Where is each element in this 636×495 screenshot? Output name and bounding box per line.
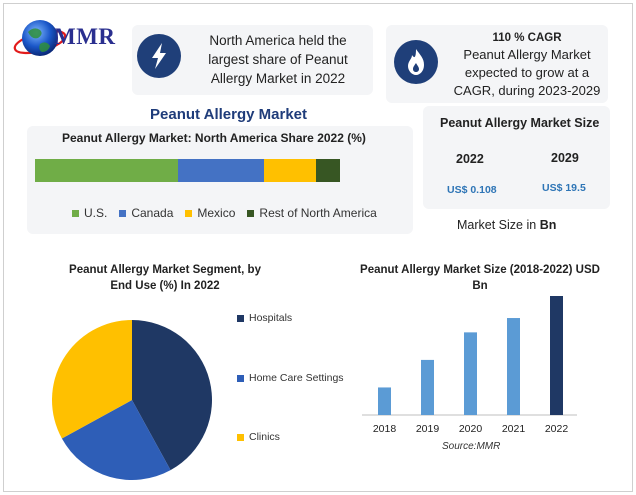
unit-label: Bn xyxy=(539,218,557,232)
highlight-region-text: North America held the largest share of … xyxy=(208,33,348,86)
pie-legend-label: Hospitals xyxy=(249,312,293,324)
pie-legend-swatch xyxy=(237,374,244,382)
market-size-card xyxy=(423,106,610,209)
brand-logo-text: MMR xyxy=(54,24,116,49)
x-tick-label: 2020 xyxy=(459,423,483,434)
pie-legend-label: Home Care Settings xyxy=(249,372,344,384)
share-legend-label: U.S. xyxy=(84,206,108,220)
share-bar-segment xyxy=(35,159,179,182)
bar xyxy=(464,332,477,415)
share-legend-item: U.S. xyxy=(72,206,107,220)
market-size-value-a: US$ 0.108 xyxy=(447,184,497,196)
pie-slice xyxy=(61,400,171,480)
share-legend-label: Canada xyxy=(131,206,174,220)
share-stacked-bar xyxy=(35,159,340,182)
x-tick-label: 2022 xyxy=(545,423,569,434)
pie-slice xyxy=(132,320,213,471)
market-size-year-a: 2022 xyxy=(456,152,484,166)
share-legend: U.S. Canada Mexico Rest of North America xyxy=(72,206,389,220)
market-size-year-b: 2029 xyxy=(551,151,579,165)
bar-chart: 2018 2019 2020 2021 2022 xyxy=(362,296,577,434)
cagr-description: Peanut Allergy Market expected to grow a… xyxy=(453,47,601,98)
market-size-value-b: US$ 19.5 xyxy=(542,182,586,194)
share-legend-swatch xyxy=(119,209,127,217)
bar xyxy=(421,359,434,415)
bar xyxy=(507,318,520,415)
share-legend-label: Mexico xyxy=(197,206,236,220)
pie-legend-clinics: Clinics xyxy=(237,431,280,443)
share-chart-title: Peanut Allergy Market: North America Sha… xyxy=(62,131,366,145)
share-legend-item: Rest of North America xyxy=(247,206,377,220)
share-legend-item: Mexico xyxy=(185,206,235,220)
unit-prefix: Market Size in xyxy=(457,218,537,232)
pie-legend-label: Clinics xyxy=(249,431,280,443)
lightning-icon xyxy=(137,34,181,78)
share-legend-swatch xyxy=(185,209,193,217)
market-size-unit-note: Market Size in Bn xyxy=(457,218,556,232)
flame-icon xyxy=(394,40,438,84)
bar-chart-title: Peanut Allergy Market Size (2018-2022) U… xyxy=(360,264,600,292)
main-title: Peanut Allergy Market xyxy=(150,106,307,123)
pie-slice xyxy=(52,320,133,439)
pie-legend-hospitals: Hospitals xyxy=(237,312,292,324)
share-bar-segment xyxy=(178,159,264,182)
pie-legend-home-care: Home Care Settings xyxy=(237,372,344,384)
share-bar-segment xyxy=(263,159,316,182)
pie-legend-swatch xyxy=(237,314,244,322)
bar xyxy=(550,296,563,415)
share-legend-label: Rest of North America xyxy=(259,206,377,220)
bar xyxy=(378,387,391,415)
share-legend-item: Canada xyxy=(119,206,173,220)
pie-chart xyxy=(52,320,213,480)
pie-legend-swatch xyxy=(237,433,244,441)
x-tick-label: 2019 xyxy=(416,423,440,434)
x-tick-label: 2018 xyxy=(373,423,397,434)
share-bar-segment xyxy=(315,159,340,182)
market-size-title: Peanut Allergy Market Size xyxy=(440,116,600,130)
pie-chart-title: Peanut Allergy Market Segment, by End Us… xyxy=(69,264,261,292)
share-legend-swatch xyxy=(247,209,255,217)
highlight-cagr-text: 110 % CAGR Peanut Allergy Market expecte… xyxy=(447,30,607,100)
globe-icon xyxy=(13,20,67,56)
source-note: Source:MMR xyxy=(442,441,501,452)
cagr-title: 110 % CAGR xyxy=(492,32,562,44)
x-tick-label: 2021 xyxy=(502,423,526,434)
share-legend-swatch xyxy=(72,209,79,217)
